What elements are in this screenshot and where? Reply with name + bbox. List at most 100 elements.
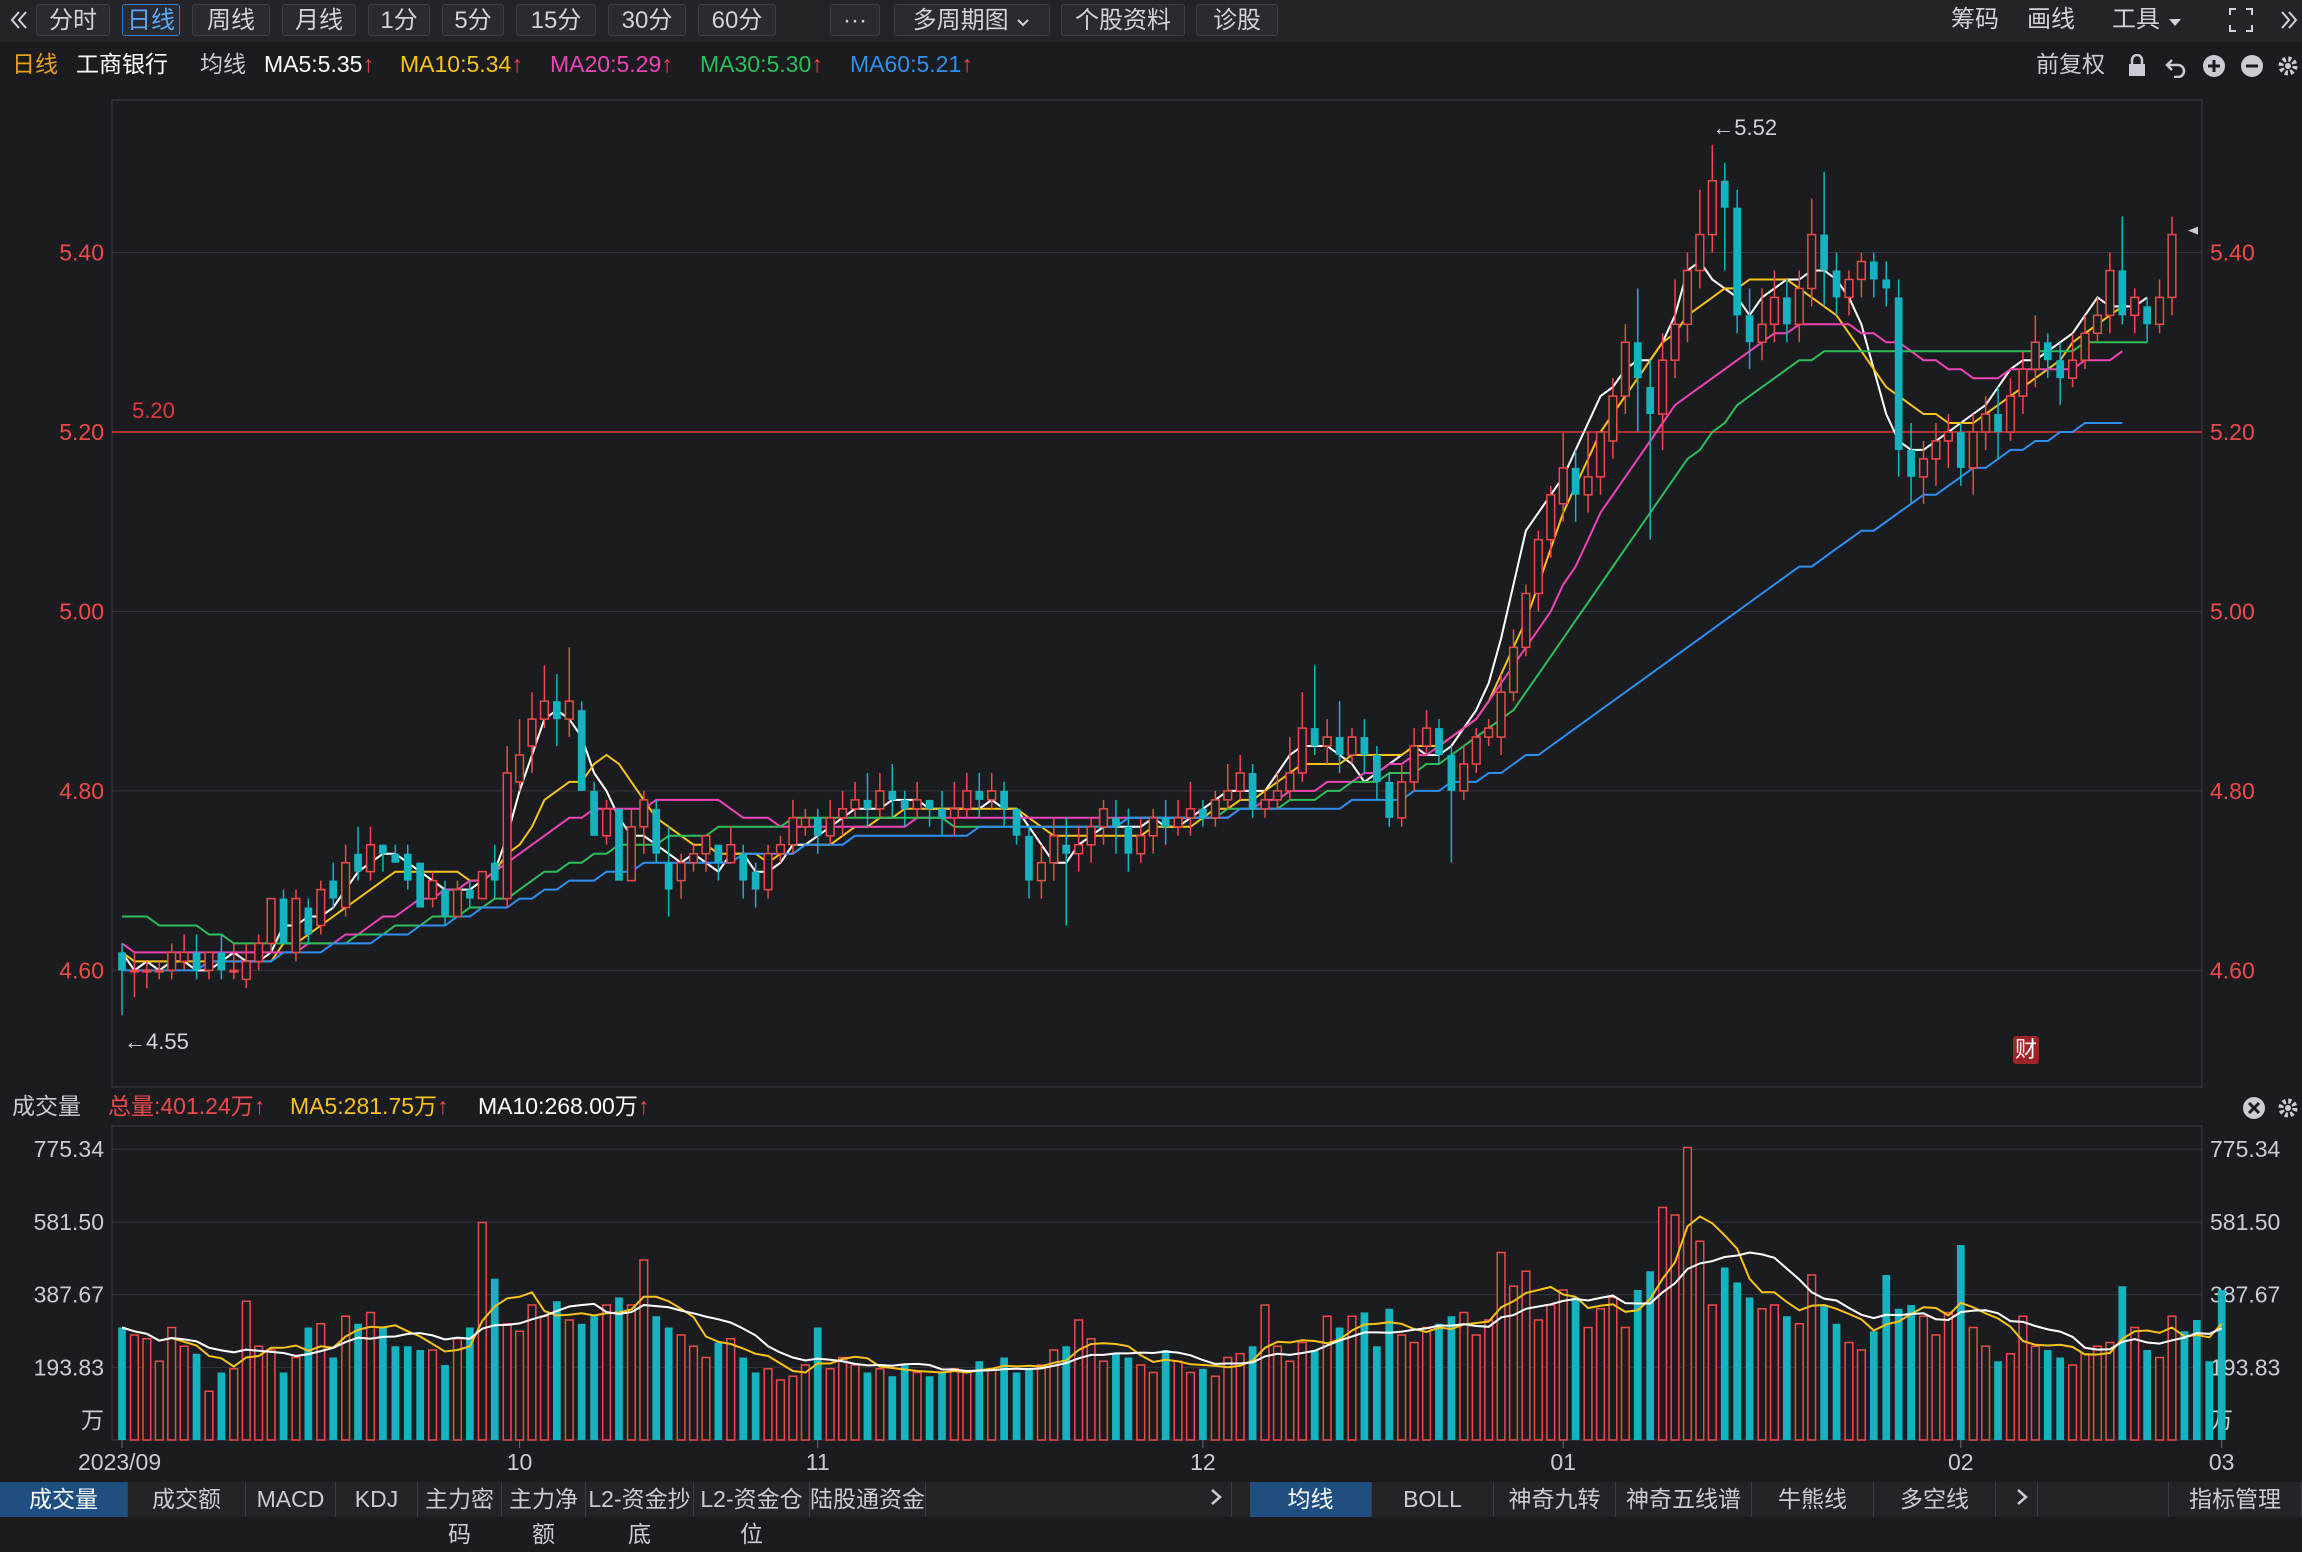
ma-line-ma5	[121, 260, 2148, 972]
indicator-tab-0[interactable]: 成交量	[0, 1482, 128, 1517]
period-button-8[interactable]: 60分	[698, 4, 776, 36]
candle-body	[1856, 260, 1866, 281]
chip-distribution-button[interactable]: 筹码	[1951, 6, 1999, 33]
settings-gear-icon[interactable]	[2276, 52, 2300, 88]
candle-body	[1471, 736, 1481, 765]
draw-line-button[interactable]: 画线	[2027, 6, 2075, 33]
candle-body	[639, 799, 649, 828]
candle-body	[2154, 296, 2165, 326]
diagnose-button[interactable]: 诊股	[1196, 4, 1278, 36]
double-chevron-left-icon[interactable]	[8, 4, 30, 36]
indicator-tab-2[interactable]: MACD	[246, 1482, 336, 1517]
candle-body	[514, 754, 525, 783]
stock-info-button[interactable]: 个股资料	[1061, 4, 1185, 36]
candle-body	[416, 862, 425, 908]
candle-body	[1769, 296, 1780, 326]
ma-type-label[interactable]: 均线	[200, 51, 246, 77]
volume-bar	[813, 1327, 822, 1440]
candle-body	[1484, 727, 1494, 738]
candle-body	[626, 826, 636, 882]
period-button-2[interactable]: 周线	[192, 4, 270, 36]
adjust-label[interactable]: 前复权	[2036, 51, 2105, 77]
volume-bar	[2092, 1345, 2103, 1441]
period-button-3[interactable]: 月线	[282, 4, 356, 36]
scroll-tabs-right-icon[interactable]	[1200, 1482, 1232, 1517]
period-button-4[interactable]: 1分	[368, 4, 430, 36]
financial-report-badge[interactable]: 财	[2013, 1036, 2039, 1064]
expand-icon[interactable]	[2226, 4, 2256, 36]
candle-body	[577, 710, 586, 791]
candle-body	[1210, 799, 1220, 819]
double-chevron-right-icon[interactable]	[2278, 4, 2300, 36]
zoom-in-icon[interactable]	[2202, 52, 2226, 88]
x-tick-label: 12	[1190, 1449, 1216, 1475]
volume-bar	[490, 1278, 499, 1440]
candle-body	[154, 969, 164, 973]
scroll-indicators-right-icon[interactable]	[2006, 1482, 2038, 1517]
overlay-tab-0[interactable]: 均线	[1250, 1482, 1372, 1517]
indicator-tab-bar: 成交量 成交额 MACD KDJ 主力密码 主力净额 L2-资金抄底 L2-资金仓位 陆股通资金…	[0, 1482, 2302, 1547]
indicator-tab-5[interactable]: 主力净额	[502, 1482, 586, 1547]
volume-bar	[962, 1371, 972, 1441]
volume-bar	[1025, 1368, 1033, 1440]
candle-body	[477, 870, 487, 900]
volume-bar	[291, 1356, 301, 1441]
indicator-tab-6[interactable]: L2-资金抄底	[586, 1482, 694, 1547]
indicator-tab-1[interactable]: 成交额	[128, 1482, 246, 1517]
overlay-tab-1[interactable]: BOLL	[1372, 1482, 1494, 1517]
close-panel-icon[interactable]	[2242, 1094, 2266, 1130]
volume-bar	[2105, 1341, 2115, 1441]
volume-bar	[739, 1357, 748, 1440]
volume-bar	[1435, 1323, 1443, 1440]
volume-bar	[167, 1326, 177, 1441]
candle-body	[2080, 332, 2090, 361]
candle-body	[1807, 233, 1817, 290]
multi-period-button[interactable]: 多周期图	[894, 4, 1050, 36]
period-button-1[interactable]: 日线	[122, 4, 180, 36]
overlay-tab-5[interactable]: 多空线	[1874, 1482, 1996, 1517]
indicator-tab-4[interactable]: 主力密码	[418, 1482, 502, 1547]
kline-chart[interactable]: 4.60 4.60 4.80 4.80 5.00 5.00 5.20 5.20 5.40 5.40…	[0, 82, 2302, 1122]
volume-bar	[1012, 1372, 1021, 1440]
tools-menu-button[interactable]: 工具	[2112, 4, 2183, 36]
undo-icon[interactable]	[2164, 52, 2188, 88]
period-button-6[interactable]: 15分	[516, 4, 596, 36]
candle-body	[1794, 287, 1804, 326]
period-button-0[interactable]: 分时	[36, 4, 110, 36]
caret-down-icon	[2167, 6, 2183, 33]
overlay-tab-2[interactable]: 神奇九转	[1494, 1482, 1616, 1517]
overlay-tab-4[interactable]: 牛熊线	[1752, 1482, 1874, 1517]
volume-bar	[1471, 1334, 1481, 1441]
zoom-out-icon[interactable]	[2240, 52, 2264, 88]
candle-body	[1397, 781, 1407, 819]
indicator-tab-7[interactable]: L2-资金仓位	[694, 1482, 810, 1547]
lock-icon[interactable]	[2126, 52, 2148, 88]
indicator-tab-8[interactable]: 陆股通资金	[810, 1482, 926, 1517]
volume-bar	[1869, 1331, 1878, 1440]
volume-settings-gear-icon[interactable]	[2276, 1094, 2300, 1130]
indicator-manage-button[interactable]: 指标管理	[2168, 1482, 2302, 1517]
volume-bar	[1832, 1323, 1841, 1440]
candle-body	[217, 952, 226, 971]
volume-bar	[1546, 1304, 1556, 1441]
indicator-tab-3[interactable]: KDJ	[336, 1482, 418, 1517]
candle-body	[1086, 826, 1096, 846]
candle-body	[688, 852, 699, 864]
candle-body	[701, 835, 711, 855]
volume-bar	[1670, 1214, 1680, 1441]
period-button-5[interactable]: 5分	[442, 4, 504, 36]
volume-label[interactable]: 成交量	[12, 1093, 81, 1119]
overlay-tab-3[interactable]: 神奇五线谱	[1616, 1482, 1752, 1517]
volume-bar	[975, 1361, 984, 1440]
volume-bar	[2080, 1353, 2090, 1441]
volume-bar	[1583, 1326, 1593, 1441]
more-periods-button[interactable]: ···	[830, 4, 880, 36]
volume-bar	[726, 1338, 736, 1441]
volume-bar	[1595, 1308, 1606, 1441]
volume-bar	[192, 1353, 201, 1440]
volume-bar	[788, 1375, 798, 1441]
period-button-7[interactable]: 30分	[608, 4, 686, 36]
volume-bar	[316, 1323, 326, 1441]
volume-bar	[2030, 1345, 2040, 1441]
